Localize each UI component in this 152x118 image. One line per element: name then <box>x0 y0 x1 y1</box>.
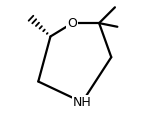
Text: NH: NH <box>73 96 92 109</box>
Text: O: O <box>67 17 77 30</box>
